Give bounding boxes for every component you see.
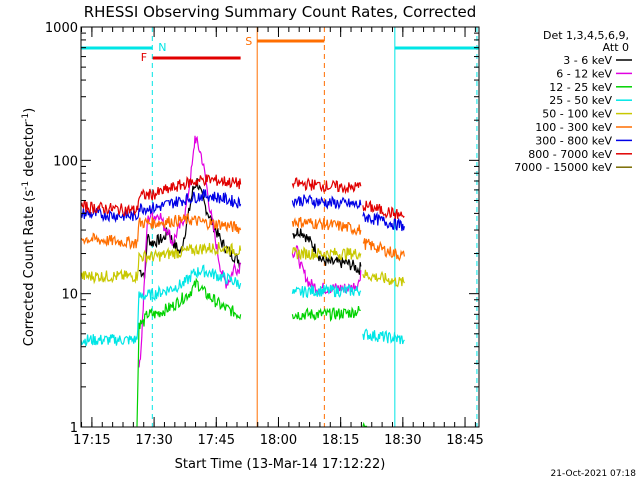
series-line-300-800-kev-seg1 — [81, 189, 242, 224]
x-tick-label: 17:15 — [73, 433, 110, 448]
legend-label: 300 - 800 keV — [535, 134, 612, 147]
legend-label: 7000 - 15000 keV — [514, 161, 612, 174]
series-line-100-300-kev-seg3 — [362, 238, 405, 262]
series-line-25-50-kev-seg2 — [291, 283, 362, 299]
series-line-800-7000-kev-seg2 — [291, 177, 362, 195]
y-axis-label: Corrected Count Rate (s-1 detector-1) — [21, 108, 37, 346]
legend-label: 800 - 7000 keV — [528, 148, 612, 161]
legend-label: 12 - 25 keV — [549, 81, 612, 94]
x-tick-label: 18:45 — [446, 433, 483, 448]
chart-title: RHESSI Observing Summary Count Rates, Co… — [84, 3, 477, 21]
series-line-25-50-kev-seg1 — [81, 264, 242, 347]
series-line-300-800-kev-seg3 — [362, 211, 405, 232]
y-tick-label: 100 — [53, 154, 78, 169]
y-tick-label: 1 — [70, 421, 78, 436]
series-line-50-100-kev-seg3 — [362, 269, 405, 288]
x-tick-label: 18:00 — [260, 433, 297, 448]
x-tick-label: 18:30 — [384, 433, 421, 448]
y-tick-label: 10 — [61, 288, 78, 303]
x-tick-label: 17:45 — [198, 433, 235, 448]
series-line-12-25-kev-seg1 — [136, 277, 242, 427]
legend-label: 6 - 12 keV — [556, 67, 612, 80]
series-line-12-25-kev-seg2 — [291, 305, 361, 322]
series-line-3-6-kev-seg2 — [292, 228, 362, 275]
legend-label: 50 - 100 keV — [542, 108, 612, 121]
flare-label: F — [141, 51, 147, 64]
night-label: N — [158, 41, 166, 54]
series-line-25-50-kev-seg3 — [362, 328, 405, 345]
series-line-100-300-kev-seg2 — [291, 216, 362, 237]
series-line-50-100-kev-seg2 — [291, 246, 362, 261]
x-tick-label: 17:30 — [135, 433, 172, 448]
series-line-300-800-kev-seg2 — [291, 194, 362, 210]
plot-frame — [80, 26, 480, 428]
legend-label: 100 - 300 keV — [535, 121, 612, 134]
legend-label: 25 - 50 keV — [549, 94, 612, 107]
legend-label: 3 - 6 keV — [563, 54, 612, 67]
footer-date: 21-Oct-2021 07:18 — [551, 469, 637, 479]
series-line-12-25-kev-seg3 — [362, 421, 368, 427]
x-tick-label: 18:15 — [322, 433, 359, 448]
legend-header-2: Att 0 — [603, 41, 629, 54]
series-line-100-300-kev-seg1 — [81, 212, 242, 250]
series-line-3-6-kev-seg1 — [138, 178, 242, 279]
y-tick-label: 1000 — [45, 21, 78, 36]
legend-header-1: Det 1,3,4,5,6,9, — [543, 29, 629, 42]
series-line-800-7000-kev-seg3 — [362, 199, 405, 219]
series-line-800-7000-kev-seg1 — [81, 174, 242, 217]
series-line-50-100-kev-seg1 — [81, 242, 242, 285]
x-axis-label: Start Time (13-Mar-14 17:12:22) — [175, 457, 386, 472]
saa-label: S — [245, 35, 252, 48]
